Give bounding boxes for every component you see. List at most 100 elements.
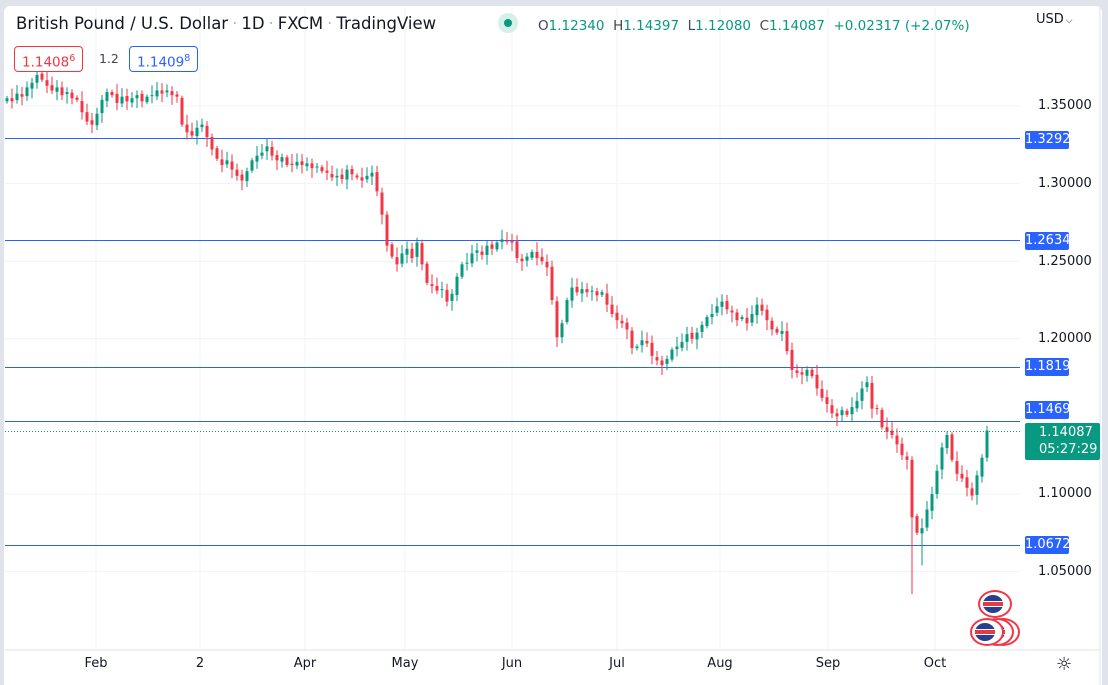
hline-label[interactable]: 1.18196 (1025, 358, 1079, 376)
candle-body (290, 163, 294, 165)
candle-body (650, 342, 654, 356)
time-label: Aug (707, 656, 733, 671)
candle-body (620, 320, 624, 324)
chevron-down-icon: ⌵ (1065, 16, 1073, 26)
candle-body (655, 357, 659, 361)
candle-body (200, 124, 204, 128)
candle-body (840, 410, 844, 416)
candle-body (190, 131, 194, 136)
candle-body (755, 304, 759, 316)
candle-body (250, 160, 254, 171)
candle-body (60, 87, 64, 96)
candle-body (375, 172, 379, 192)
candle-body (280, 157, 284, 162)
candle-body (815, 374, 819, 389)
candle-body (490, 244, 494, 249)
candle-body (790, 349, 794, 370)
candle-body (925, 509, 929, 528)
candle-body (960, 473, 964, 479)
uk-flag-event-icon[interactable] (970, 618, 1004, 646)
candle-body (700, 324, 704, 332)
candle-body (100, 99, 104, 114)
candle-body (495, 242, 499, 250)
candle-body (545, 261, 549, 268)
candle-body (985, 430, 989, 458)
candle-body (980, 457, 984, 477)
interval[interactable]: 1D (241, 14, 265, 33)
candle-body (285, 157, 289, 165)
candle-body (165, 90, 169, 93)
candle-body (65, 92, 69, 94)
candle-body (525, 256, 529, 261)
price-tick: 1.20000 (1038, 331, 1092, 346)
candle-body (555, 301, 559, 338)
candle-body (940, 447, 944, 470)
candle-body (390, 244, 394, 257)
candle-body (295, 161, 299, 166)
hline-label[interactable]: 1.26342 (1025, 232, 1079, 250)
open-value: 1.12340 (548, 18, 605, 34)
separator: · (232, 14, 238, 33)
candle-body (460, 264, 464, 277)
candle-body (805, 369, 809, 376)
candle-body (680, 341, 684, 348)
candle-body (80, 101, 84, 113)
candle-body (550, 266, 554, 300)
price-tick: 1.25000 (1038, 254, 1092, 269)
candle-body (110, 92, 114, 96)
time-label: Sep (815, 656, 841, 671)
hline-label[interactable]: 1.14695 (1025, 401, 1079, 419)
hline-label[interactable]: 1.06729 (1025, 536, 1079, 554)
candle-body (845, 410, 849, 415)
candle-body (665, 358, 669, 364)
buy-button[interactable]: 1.14098 (129, 46, 199, 72)
candle-body (405, 248, 409, 255)
gear-icon[interactable]: ☼ (1056, 654, 1073, 675)
candle-body (905, 456, 909, 460)
candle-body (710, 313, 714, 318)
candle-body (850, 407, 854, 415)
candle-body (615, 312, 619, 321)
time-label: May (391, 656, 419, 671)
candle-body (340, 174, 344, 179)
candle-body (670, 349, 674, 360)
candle-body (515, 241, 519, 259)
candle-body (195, 127, 199, 137)
candle-body (885, 427, 889, 432)
symbol-title[interactable]: British Pound / U.S. Dollar · 1D · FXCM · Trad… (16, 14, 436, 33)
candle-body (520, 258, 524, 262)
currency-selector[interactable]: USD ⌵ (1036, 12, 1073, 27)
candle-body (800, 372, 804, 375)
hline-label[interactable]: 1.32928 (1025, 131, 1079, 149)
candle-body (160, 90, 164, 94)
candle-body (400, 253, 404, 264)
candle-body (450, 293, 454, 301)
candle-body (820, 389, 824, 398)
candle-body (135, 95, 139, 99)
bar-countdown: 05:27:29 (1039, 442, 1098, 457)
current-price-label: 1.14087 05:27:29 (1025, 423, 1100, 460)
candle-body (70, 92, 74, 99)
candle-body (780, 331, 784, 334)
candle-body (855, 400, 859, 409)
candle-body (410, 248, 414, 259)
candle-body (95, 113, 99, 126)
candle-body (335, 175, 339, 178)
candle-body (170, 91, 174, 96)
candle-body (350, 169, 354, 175)
sell-button[interactable]: 1.14086 (14, 46, 84, 72)
source: TradingView (336, 14, 437, 33)
candle-body (675, 346, 679, 350)
candle-body (130, 98, 134, 103)
candle-body (915, 516, 919, 533)
candle-body (585, 289, 589, 293)
uk-flag-event-icon[interactable] (978, 590, 1012, 618)
time-label: Oct (923, 656, 947, 671)
candle-body (125, 96, 129, 102)
candle-body (20, 94, 24, 97)
market-open-status-icon[interactable] (498, 13, 518, 33)
candle-body (695, 332, 699, 340)
candle-body (475, 250, 479, 253)
candle-body (725, 300, 729, 310)
